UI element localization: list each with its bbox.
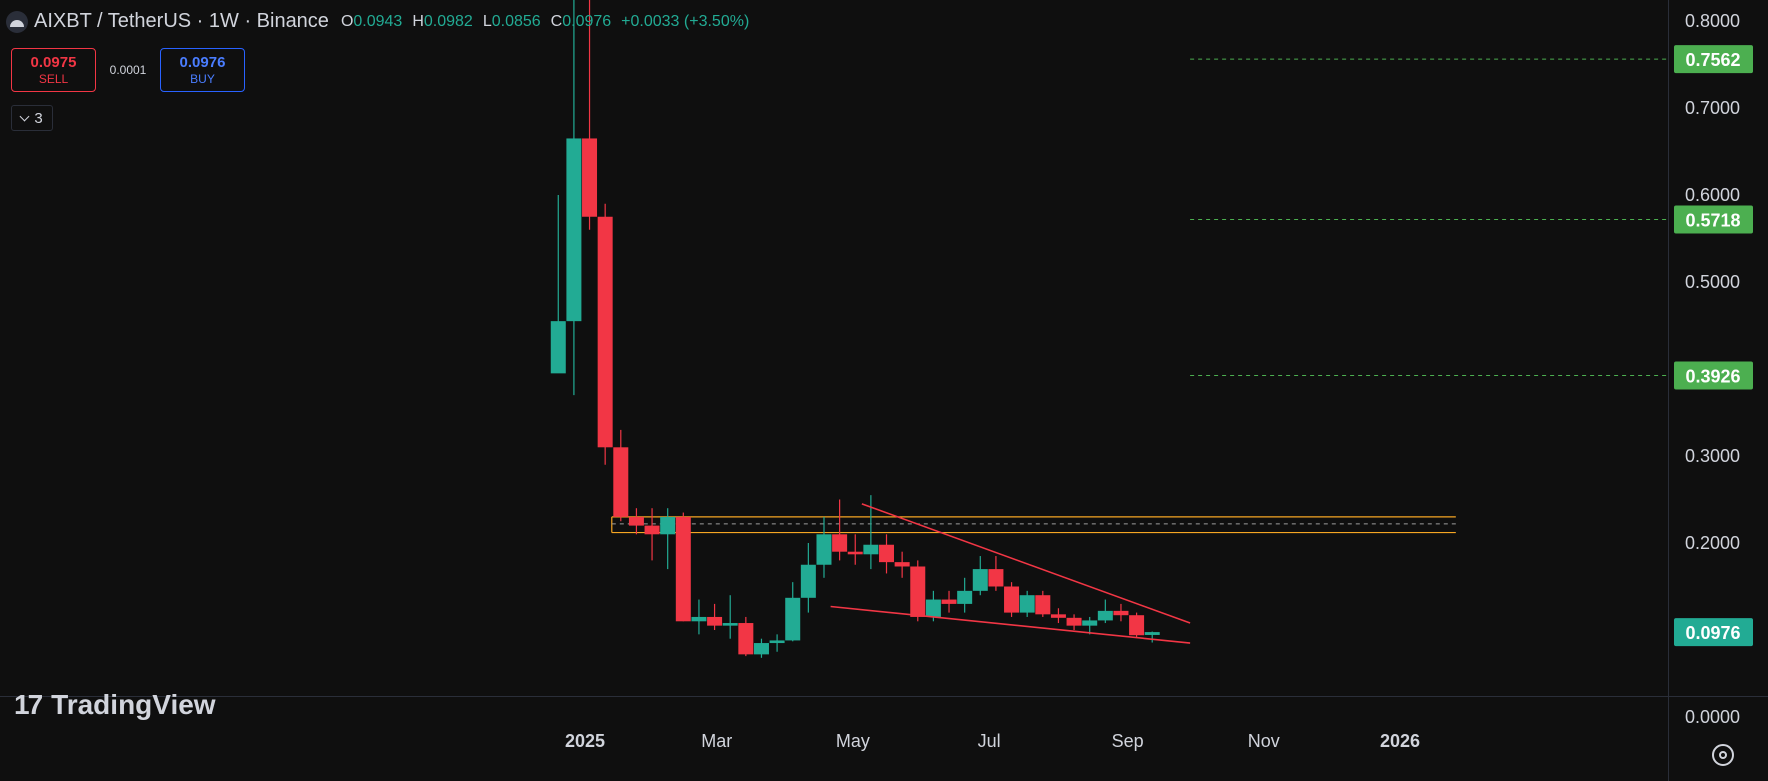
bullish-candle[interactable] <box>566 138 582 322</box>
current-price-tag <box>1674 618 1753 647</box>
chart-header: AIXBT / TetherUS · 1W · Binance O0.0943 … <box>6 10 749 33</box>
bullish-candle[interactable] <box>722 623 738 626</box>
target-level-price-label: 0.5718 <box>1685 211 1740 231</box>
ohlc-close-value: 0.0976 <box>562 12 612 30</box>
bearish-candle[interactable] <box>613 447 629 517</box>
ohlc-open-value: 0.0943 <box>353 12 403 30</box>
price-tick-label: 0.7000 <box>1685 98 1740 118</box>
tradingview-wordmark: TradingView <box>51 689 216 720</box>
target-level-price-tag <box>1674 361 1753 390</box>
price-tick-label: 0.8000 <box>1685 11 1740 31</box>
bullish-candle[interactable] <box>753 643 769 655</box>
bearish-candle[interactable] <box>628 516 644 526</box>
price-tick-label: 0.0000 <box>1685 707 1740 727</box>
current-price-label: 0.0976 <box>1685 623 1740 643</box>
chevron-down-icon <box>19 111 30 121</box>
target-level-price-label: 0.7562 <box>1685 50 1740 70</box>
bullish-candle[interactable] <box>660 516 676 535</box>
bearish-candle[interactable] <box>1004 586 1020 613</box>
indicators-toggle-button[interactable]: 3 <box>11 105 53 131</box>
ohlc-values: O0.0943 H0.0982 L0.0856 C0.0976 +0.0033 … <box>341 13 749 31</box>
bullish-candle[interactable] <box>1144 632 1160 635</box>
ohlc-open-key: O <box>340 12 354 30</box>
bearish-candle[interactable] <box>1129 615 1145 636</box>
target-level-price-tag <box>1674 205 1753 234</box>
bearish-candle[interactable] <box>1035 595 1051 615</box>
lower-trendline[interactable] <box>830 605 1191 644</box>
sell-label: SELL <box>38 72 69 86</box>
bullish-candle[interactable] <box>816 534 832 565</box>
ohlc-high-value: 0.0982 <box>423 12 473 30</box>
gear-icon[interactable] <box>1712 744 1734 766</box>
time-tick-label: Sep <box>1112 731 1144 751</box>
buy-button[interactable]: 0.0976 BUY <box>160 48 245 92</box>
buy-price: 0.0976 <box>179 54 226 71</box>
spread-value: 0.0001 <box>109 63 147 77</box>
ohlc-low-key: L <box>482 12 492 30</box>
ohlc-high-key: H <box>412 12 424 30</box>
symbol-logo-icon <box>6 10 28 33</box>
upper-trendline[interactable] <box>861 503 1191 624</box>
bearish-candle[interactable] <box>1113 610 1129 616</box>
ohlc-close-key: C <box>550 12 563 30</box>
target-level-price-label: 0.3926 <box>1685 366 1740 386</box>
price-tick-label: 0.2000 <box>1685 533 1740 553</box>
bullish-candle[interactable] <box>1019 595 1035 613</box>
bullish-candle[interactable] <box>785 597 801 641</box>
bearish-candle[interactable] <box>707 616 723 626</box>
sell-button[interactable]: 0.0975 SELL <box>11 48 96 92</box>
bullish-candle[interactable] <box>972 569 988 591</box>
time-tick-label: Jul <box>978 731 1001 751</box>
bullish-candle[interactable] <box>691 616 707 622</box>
tradingview-logo[interactable]: 17 TradingView <box>14 689 216 721</box>
bullish-candle[interactable] <box>957 590 973 604</box>
bearish-candle[interactable] <box>644 525 660 535</box>
price-tick-label: 0.3000 <box>1685 446 1740 466</box>
tradingview-mark-icon: 17 <box>14 689 43 720</box>
bearish-candle[interactable] <box>894 562 910 567</box>
bearish-candle[interactable] <box>941 599 957 604</box>
indicators-count: 3 <box>34 109 43 127</box>
bullish-candle[interactable] <box>863 544 879 555</box>
ohlc-change-value: +0.0033 (+3.50%) <box>621 12 750 30</box>
bullish-candle[interactable] <box>1082 620 1098 626</box>
bearish-candle[interactable] <box>738 623 754 655</box>
bearish-candle[interactable] <box>832 534 848 552</box>
time-tick-label: Mar <box>701 731 732 751</box>
symbol-title[interactable]: AIXBT / TetherUS · 1W · Binance <box>34 10 329 32</box>
bullish-candle[interactable] <box>550 321 566 374</box>
bearish-candle[interactable] <box>910 566 926 617</box>
bearish-candle[interactable] <box>847 551 863 555</box>
bullish-candle[interactable] <box>1097 610 1113 621</box>
bearish-candle[interactable] <box>988 569 1004 587</box>
time-tick-label: 2026 <box>1380 731 1420 751</box>
buy-label: BUY <box>190 72 215 86</box>
target-level-price-tag <box>1674 45 1753 74</box>
sell-price: 0.0975 <box>30 54 77 71</box>
bearish-candle[interactable] <box>879 544 895 563</box>
time-tick-label: Nov <box>1248 731 1280 751</box>
time-tick-label: 2025 <box>565 731 605 751</box>
bullish-candle[interactable] <box>769 640 785 644</box>
bearish-candle[interactable] <box>582 138 598 217</box>
bearish-candle[interactable] <box>1066 617 1082 626</box>
bearish-candle[interactable] <box>597 216 613 448</box>
bullish-candle[interactable] <box>925 599 941 617</box>
bullish-candle[interactable] <box>800 564 816 598</box>
ohlc-low-value: 0.0856 <box>491 12 541 30</box>
price-tick-label: 0.6000 <box>1685 185 1740 205</box>
time-tick-label: May <box>836 731 870 751</box>
price-tick-label: 0.5000 <box>1685 272 1740 292</box>
bearish-candle[interactable] <box>675 516 691 622</box>
bearish-candle[interactable] <box>1050 614 1066 618</box>
